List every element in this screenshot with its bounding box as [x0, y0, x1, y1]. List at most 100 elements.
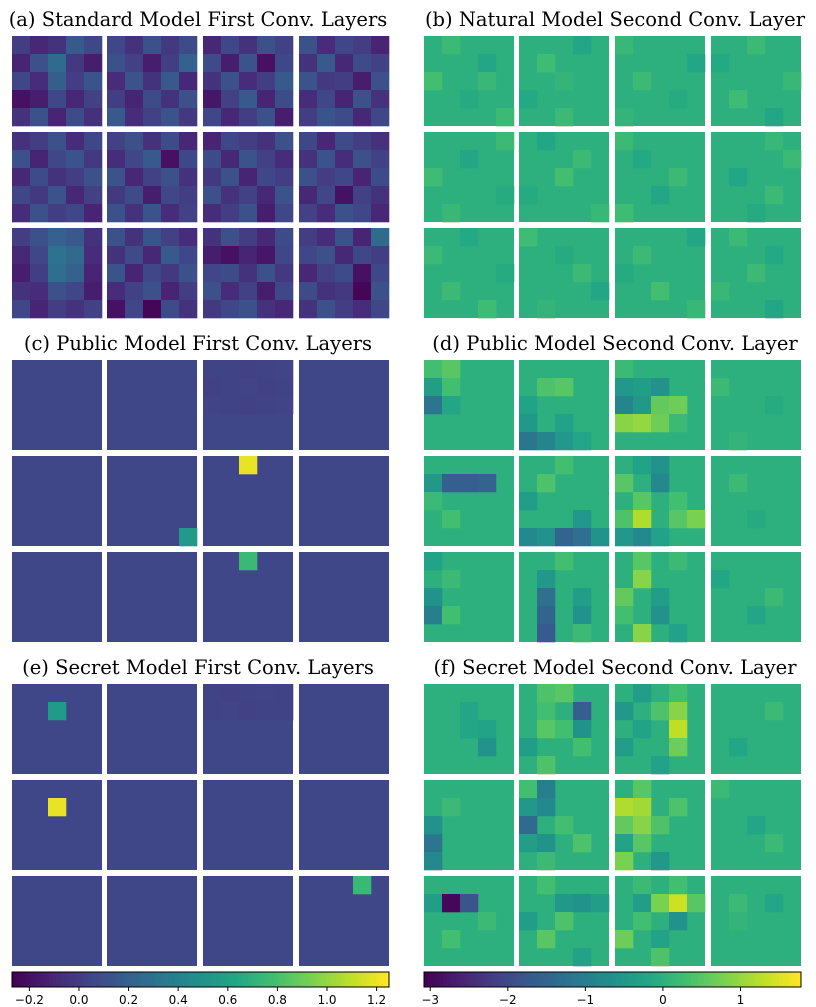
heatmap-cell	[478, 720, 497, 739]
heatmap-cell	[12, 108, 31, 127]
colorbar-segment	[235, 972, 239, 987]
colorbar-segment	[260, 972, 264, 987]
heatmap-cell	[633, 396, 652, 415]
heatmap-cell	[239, 300, 258, 319]
heatmap-cell	[239, 702, 258, 721]
heatmap-cell	[424, 246, 443, 265]
filter-heatmap	[12, 684, 102, 774]
heatmap-cell	[12, 36, 31, 55]
tick-label: 0	[659, 993, 667, 1007]
heatmap-cell	[221, 90, 240, 109]
heatmap-cell	[125, 282, 144, 301]
heatmap-cell	[275, 132, 294, 151]
heatmap-cell	[537, 780, 556, 799]
colorbar-segment	[678, 972, 683, 987]
colorbar-segment	[461, 972, 466, 987]
heatmap-cell	[335, 54, 354, 73]
heatmap-cell	[179, 246, 198, 265]
colorbar-segment	[68, 972, 73, 987]
filter-heatmap	[711, 780, 801, 870]
heatmap-cell	[651, 456, 670, 475]
heatmap-cell	[257, 132, 276, 151]
colorbar-segment	[464, 972, 469, 987]
filter-heatmap	[711, 36, 802, 127]
colorbar-segment	[184, 972, 189, 987]
heatmap-cell	[669, 702, 688, 721]
heatmap-cell	[12, 282, 31, 301]
heatmap-cell	[239, 204, 258, 223]
heatmap-cell	[84, 264, 103, 283]
colorbar-segment	[360, 972, 365, 987]
colorbar-segment	[332, 972, 337, 987]
heatmap-cell	[371, 90, 390, 109]
colorbar-segment	[562, 972, 566, 987]
heatmap-cell	[257, 702, 276, 721]
heatmap-cell	[335, 246, 354, 265]
heatmap-cell	[275, 282, 294, 301]
heatmap-cell	[335, 186, 354, 205]
heatmap-cell	[125, 54, 144, 73]
heatmap-cell	[143, 90, 162, 109]
heatmap-cell	[711, 378, 730, 397]
filter-heatmap	[519, 456, 610, 547]
colorbar-segment	[725, 972, 730, 987]
heatmap-cell	[299, 300, 318, 319]
filter-background	[711, 456, 801, 546]
colorbar-segment	[329, 972, 333, 987]
heatmap-cell	[591, 282, 610, 301]
heatmap-cell	[335, 168, 354, 187]
heatmap-cell	[633, 684, 652, 703]
tick-label: 0.4	[169, 993, 188, 1007]
colorbar-segment	[319, 972, 324, 987]
colorbar-tick: 0.6	[218, 987, 237, 1007]
heatmap-cell	[353, 204, 372, 223]
colorbar-segment	[326, 972, 330, 987]
tick-label: −2	[499, 993, 517, 1007]
filter-background	[12, 780, 102, 870]
heatmap-cell	[179, 300, 198, 319]
heatmap-cell	[729, 228, 748, 247]
colorbar-segment	[430, 972, 434, 987]
heatmap-cell	[537, 684, 556, 703]
heatmap-cell	[107, 54, 126, 73]
panel-c-title: (c) Public Model First Conv. Layers	[24, 332, 372, 355]
heatmap-cell	[107, 246, 126, 265]
filter-heatmap	[424, 132, 515, 223]
heatmap-cell	[783, 150, 802, 169]
colorbar-segment	[153, 972, 158, 987]
heatmap-cell	[275, 204, 294, 223]
filter-heatmap	[12, 132, 103, 223]
filter-heatmap	[711, 228, 801, 319]
heatmap-cell	[633, 552, 652, 571]
heatmap-cell	[591, 528, 610, 547]
heatmap-cell	[84, 132, 103, 151]
heatmap-cell	[615, 474, 634, 493]
colorbar-segment	[269, 972, 274, 987]
colorbar-segment	[467, 972, 472, 987]
colorbar-segment	[618, 972, 623, 987]
colorbar-segment	[131, 972, 136, 987]
heatmap-cell	[84, 36, 103, 55]
heatmap-cell	[615, 108, 634, 127]
heatmap-cell	[519, 396, 538, 415]
filter-background	[711, 552, 801, 642]
heatmap-cell	[519, 186, 538, 205]
filter-background	[424, 876, 514, 966]
heatmap-cell	[371, 228, 390, 247]
tick-label: −3	[421, 993, 439, 1007]
heatmap-cell	[257, 228, 276, 247]
colorbar-segment	[738, 972, 742, 987]
heatmap-cell	[633, 378, 652, 397]
heatmap-cell	[371, 168, 390, 187]
heatmap-cell	[729, 168, 748, 187]
heatmap-cell	[30, 246, 49, 265]
colorbar-segment	[722, 972, 727, 987]
filter-background	[299, 360, 389, 450]
heatmap-cell	[442, 474, 461, 493]
colorbar-segment	[675, 972, 679, 987]
colorbar-segment	[345, 972, 349, 987]
filter-background	[107, 552, 197, 642]
filter-heatmap	[711, 876, 801, 966]
heatmap-cell	[615, 36, 634, 55]
colorbar-segment	[103, 972, 107, 987]
